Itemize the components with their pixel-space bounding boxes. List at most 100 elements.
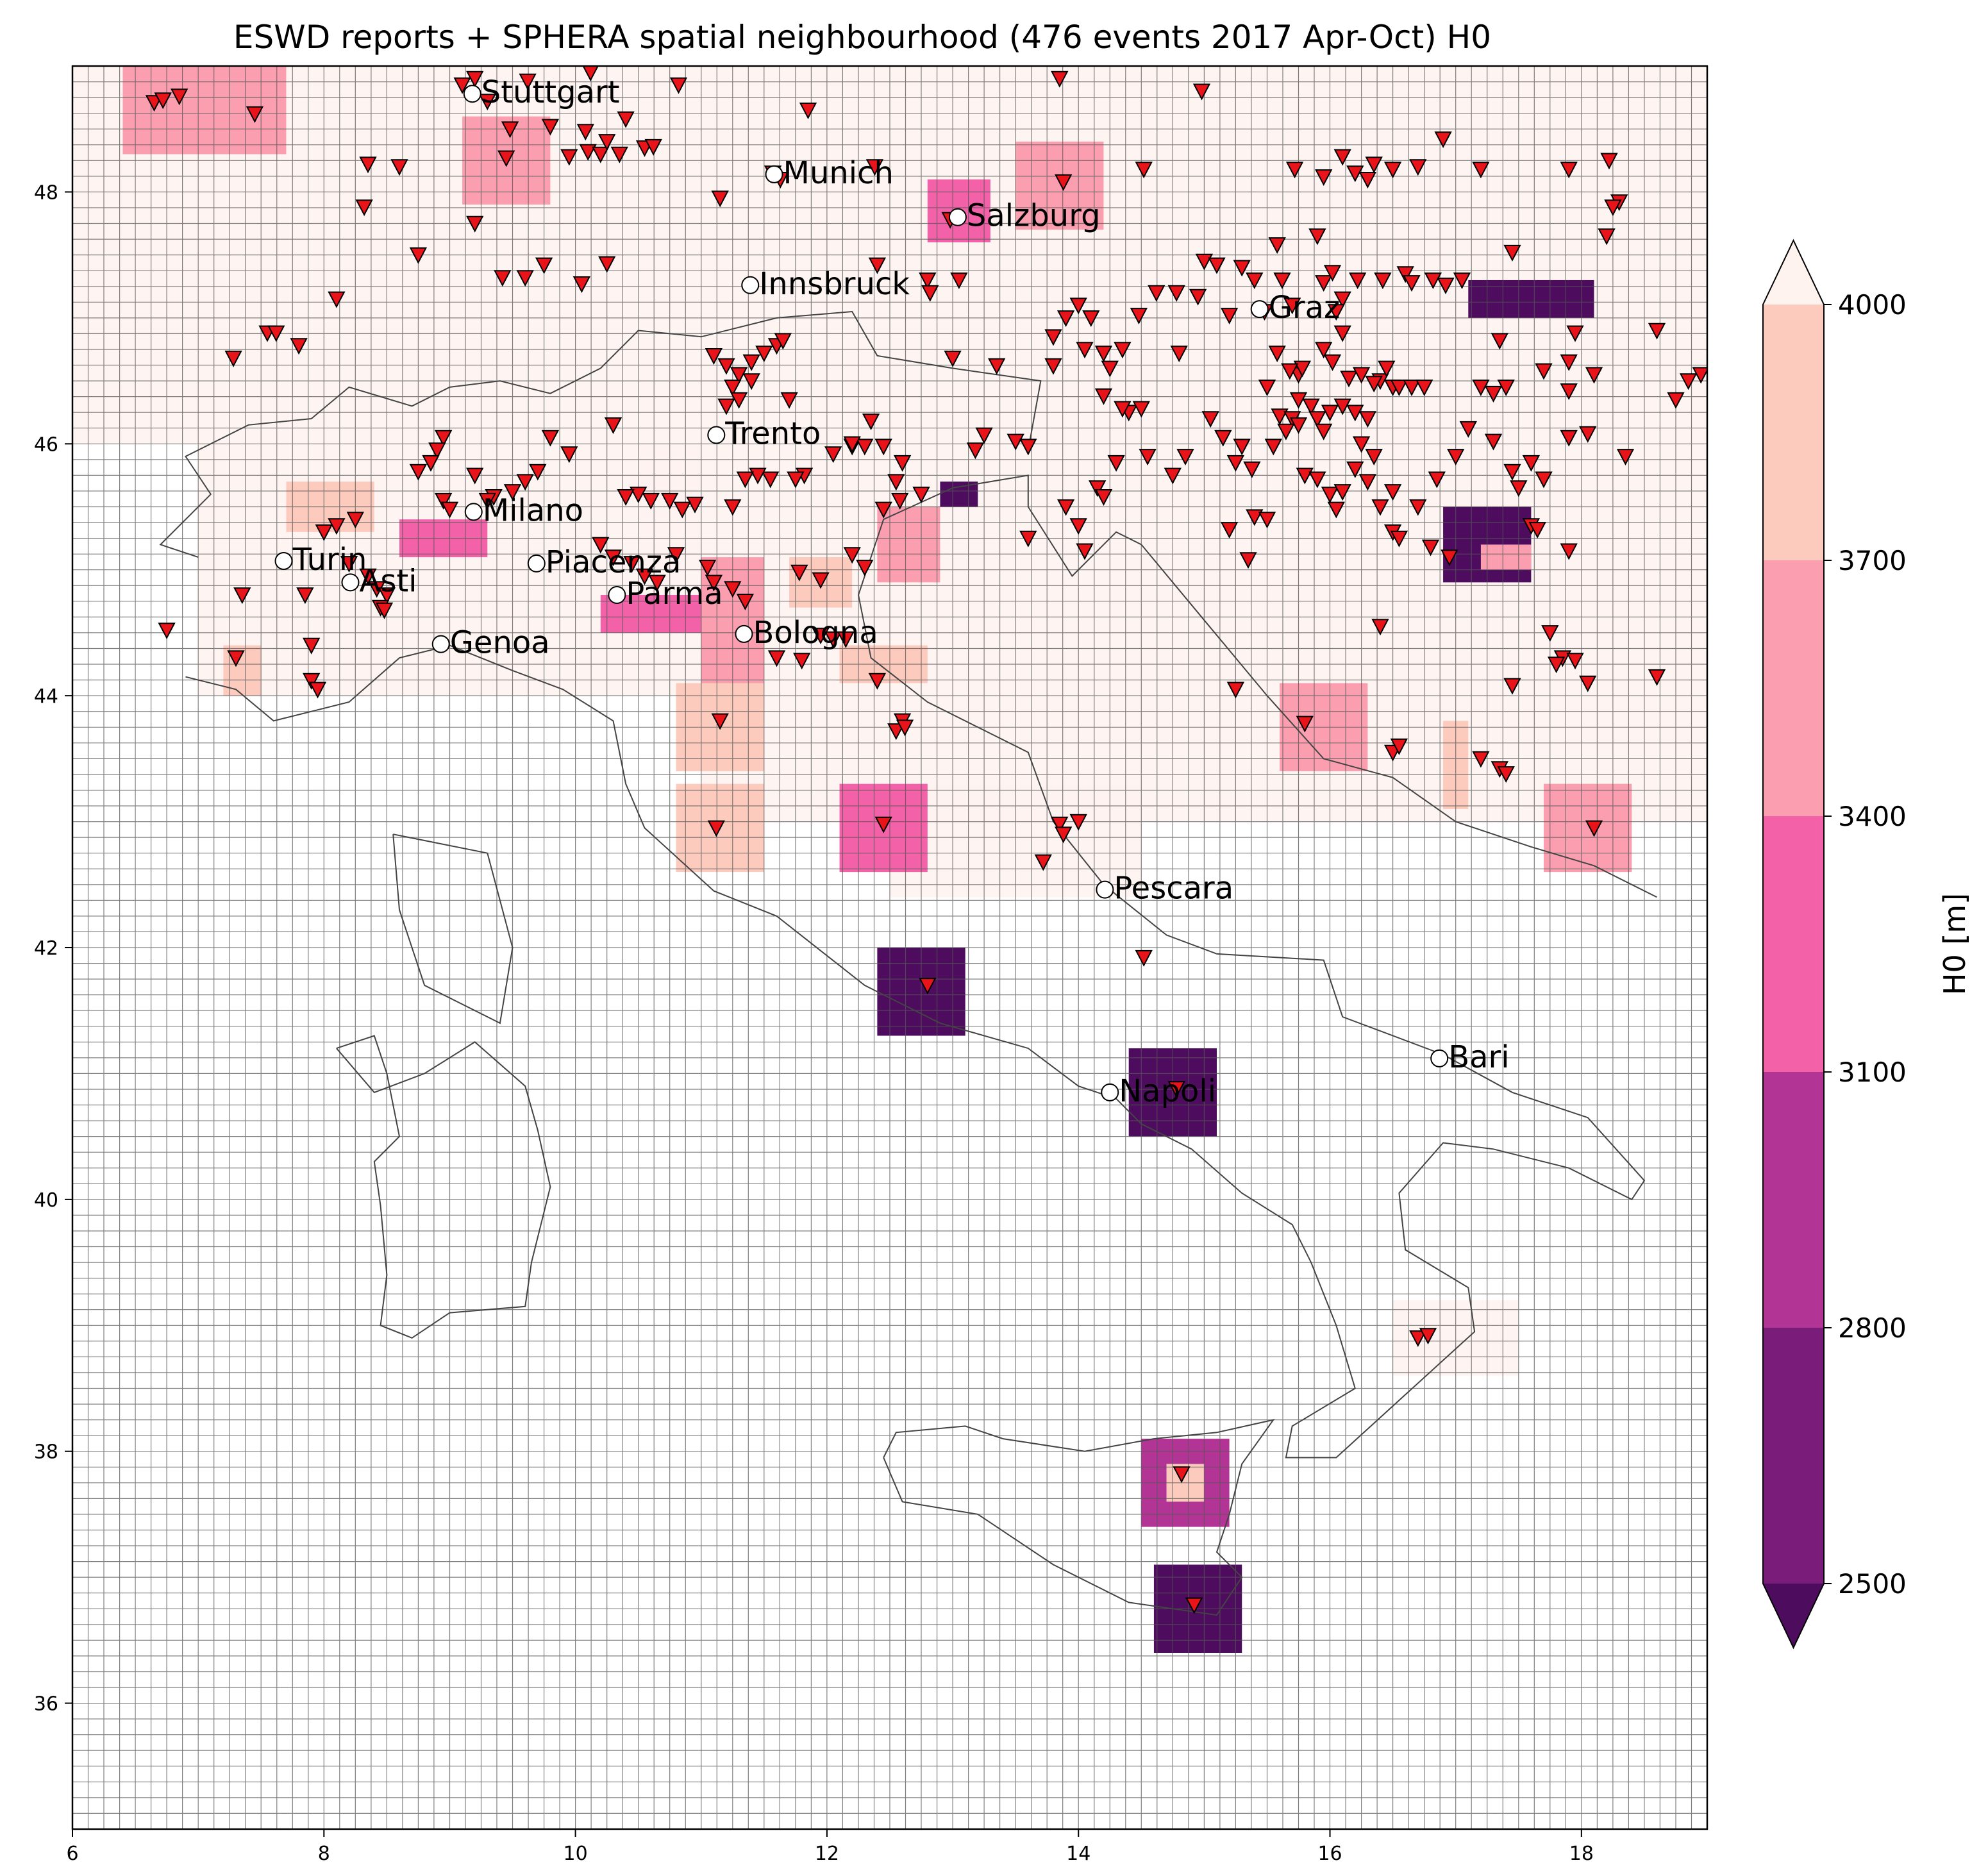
report-marker (560, 446, 578, 464)
city-marker (527, 554, 546, 573)
report-marker (1226, 455, 1245, 472)
report-marker (315, 524, 333, 541)
report-marker (1374, 272, 1392, 290)
report-marker (1170, 346, 1188, 363)
report-marker (158, 623, 176, 640)
report-marker (1547, 657, 1566, 674)
report-marker (1365, 376, 1383, 393)
report-marker (1358, 411, 1377, 428)
city-marker (707, 426, 726, 444)
y-tick-label: 40 (34, 1189, 58, 1212)
report-marker (1135, 950, 1153, 967)
report-marker (1327, 501, 1345, 519)
report-marker (774, 333, 792, 350)
report-marker (1585, 367, 1603, 384)
report-marker (717, 398, 735, 415)
report-marker (1094, 489, 1113, 506)
report-marker (1472, 380, 1490, 397)
report-marker (359, 568, 377, 585)
report-marker (1044, 329, 1062, 346)
report-marker (1057, 310, 1075, 328)
report-marker (742, 354, 760, 371)
report-marker (1349, 272, 1367, 290)
report-marker (1273, 272, 1291, 290)
report-marker (843, 547, 861, 564)
coastline (392, 833, 514, 1025)
report-marker (755, 346, 773, 363)
report-marker (1044, 358, 1062, 375)
report-marker (790, 564, 808, 581)
report-marker (1296, 715, 1314, 733)
h0-field-patch (940, 481, 978, 507)
report-marker (919, 272, 937, 290)
report-marker (1371, 619, 1389, 636)
report-marker (1566, 325, 1584, 342)
city-label: Bari (1448, 1039, 1509, 1075)
report-marker (736, 471, 755, 489)
coastline (185, 474, 1657, 1459)
report-marker (1416, 380, 1433, 397)
report-marker (604, 549, 622, 567)
colorbar-tick-label: 3100 (1838, 1057, 1907, 1088)
cities: Stuttgart Munich Salzburg Innsbruck Graz Tren… (274, 74, 1510, 1109)
report-marker (1107, 455, 1125, 472)
report-marker (1315, 275, 1333, 292)
city-marker (463, 85, 481, 103)
report-marker (944, 350, 962, 367)
report-marker (1390, 738, 1408, 755)
report-marker (1579, 675, 1597, 692)
report-marker (1472, 162, 1490, 179)
report-marker (576, 124, 594, 141)
report-marker (891, 492, 909, 510)
colorbar-tick-label: 4000 (1838, 289, 1907, 321)
h0-field-patch (122, 66, 287, 155)
report-marker (1185, 1597, 1203, 1614)
report-marker (1333, 291, 1351, 308)
report-marker (466, 467, 484, 485)
report-marker (988, 358, 1006, 375)
report-marker (1383, 484, 1402, 501)
report-marker (1089, 480, 1107, 498)
report-marker (812, 572, 830, 589)
report-marker (1503, 678, 1521, 695)
report-marker (1541, 625, 1559, 642)
report-marker (1289, 417, 1308, 434)
report-marker (1535, 471, 1553, 489)
report-marker (246, 106, 264, 123)
report-marker (896, 719, 914, 737)
report-marker (582, 66, 599, 81)
report-marker (1648, 322, 1666, 340)
city-label: Asti (360, 563, 417, 599)
report-marker (749, 467, 767, 485)
report-marker (1419, 1328, 1437, 1345)
report-marker (1560, 162, 1578, 179)
report-marker (1233, 260, 1251, 277)
x-tick-label: 18 (1569, 1843, 1594, 1865)
city-marker (735, 624, 753, 643)
report-marker (375, 602, 394, 619)
report-marker (497, 150, 515, 167)
colorbar-bin (1763, 816, 1824, 1072)
report-marker (1403, 380, 1421, 397)
report-marker (1220, 308, 1239, 325)
report-marker (1226, 682, 1245, 699)
report-marker (1034, 854, 1052, 871)
report-marker (535, 257, 553, 274)
report-marker (1434, 131, 1452, 149)
city-label: Turin (292, 542, 367, 578)
coastline (336, 1035, 551, 1339)
report-marker (529, 464, 547, 481)
report-marker (598, 256, 616, 273)
report-marker (1285, 162, 1304, 179)
report-marker (717, 358, 735, 375)
report-marker (1323, 354, 1342, 371)
report-marker (1051, 71, 1069, 88)
report-marker (787, 471, 805, 489)
report-marker (154, 92, 172, 110)
report-marker (1094, 346, 1113, 363)
report-marker (874, 439, 892, 456)
h0-field-patch (1480, 544, 1532, 570)
report-marker (171, 88, 188, 106)
report-marker (224, 350, 242, 367)
